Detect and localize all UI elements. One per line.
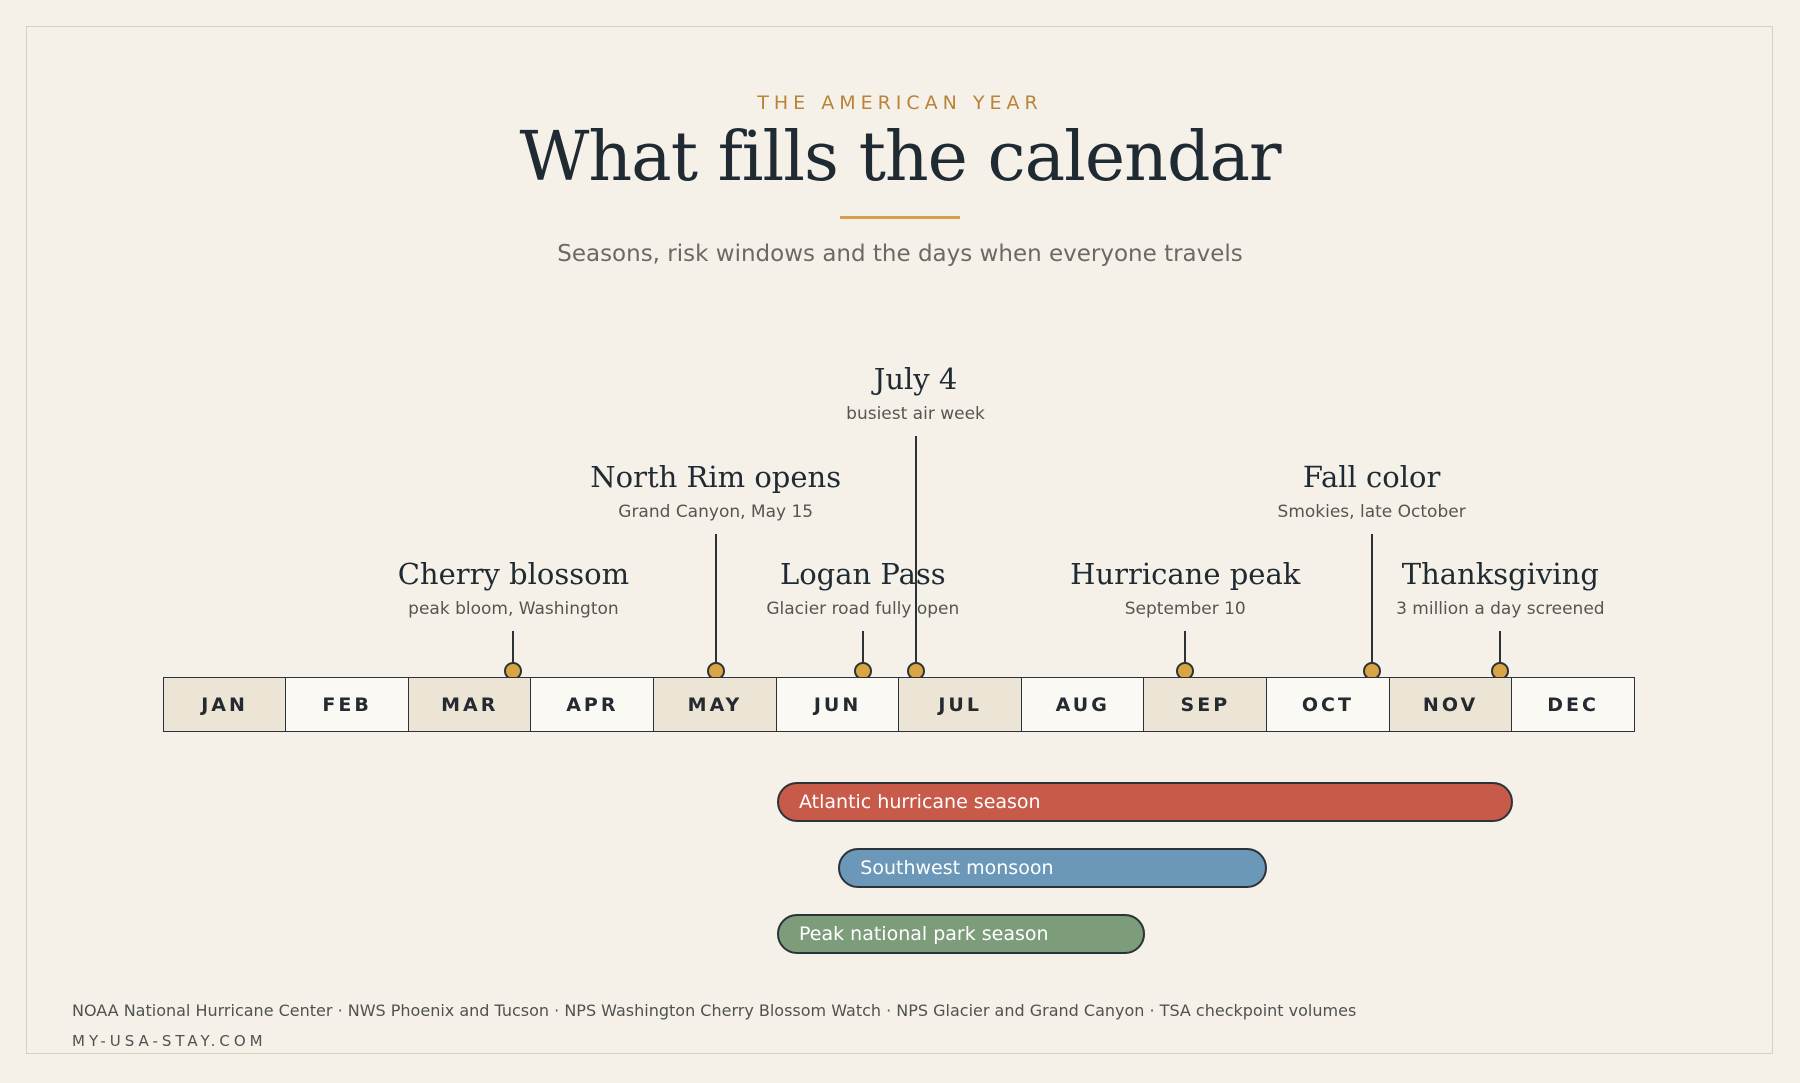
month-cell-feb: FEB [285, 677, 410, 732]
event-subtitle: Grand Canyon, May 15 [618, 502, 814, 522]
event-title: Fall color [1302, 460, 1441, 494]
month-timeline: JAN FEB MAR APR MAY JUN JUL AUG SEP OCT NOV DEC [162, 677, 1636, 732]
title-underline [840, 216, 960, 219]
month-cell-may: MAY [652, 677, 777, 732]
season-band: Peak national park season [777, 914, 1145, 954]
event-stem [512, 631, 515, 671]
month-cell-oct: OCT [1265, 677, 1390, 732]
month-cell-dec: DEC [1511, 677, 1636, 732]
page-subtitle: Seasons, risk windows and the days when … [557, 241, 1243, 267]
month-cell-mar: MAR [407, 677, 532, 732]
event-title: Logan Pass [779, 557, 946, 591]
season-band: Southwest monsoon [838, 848, 1268, 888]
event-subtitle: busiest air week [846, 404, 985, 424]
event-title: July 4 [873, 362, 958, 396]
event-subtitle: 3 million a day screened [1396, 599, 1605, 619]
page-frame [26, 26, 1773, 1054]
season-band: Atlantic hurricane season [777, 782, 1513, 822]
event-title: Hurricane peak [1070, 557, 1301, 591]
event-stem [1370, 534, 1373, 671]
month-cell-apr: APR [530, 677, 655, 732]
month-cell-jul: JUL [898, 677, 1023, 732]
page-title: What fills the calendar [519, 118, 1281, 197]
site-url: MY-USA-STAY.COM [72, 1032, 267, 1050]
month-cell-aug: AUG [1020, 677, 1145, 732]
month-cell-nov: NOV [1388, 677, 1513, 732]
event-subtitle: September 10 [1124, 599, 1246, 619]
event-stem [914, 436, 917, 671]
sources-credit: NOAA National Hurricane Center · NWS Pho… [72, 1001, 1357, 1020]
event-title: North Rim opens [590, 460, 842, 494]
event-stem [1184, 631, 1187, 671]
month-cell-sep: SEP [1143, 677, 1268, 732]
event-subtitle: peak bloom, Washington [408, 599, 619, 619]
month-cell-jun: JUN [775, 677, 900, 732]
event-stem [1499, 631, 1502, 671]
event-subtitle: Smokies, late October [1277, 502, 1466, 522]
event-stem [861, 631, 864, 671]
kicker: THE AMERICAN YEAR [757, 92, 1043, 114]
event-title: Thanksgiving [1401, 557, 1599, 591]
event-stem [714, 534, 717, 671]
event-title: Cherry blossom [397, 557, 630, 591]
event-subtitle: Glacier road fully open [766, 599, 960, 619]
month-cell-jan: JAN [162, 677, 287, 732]
